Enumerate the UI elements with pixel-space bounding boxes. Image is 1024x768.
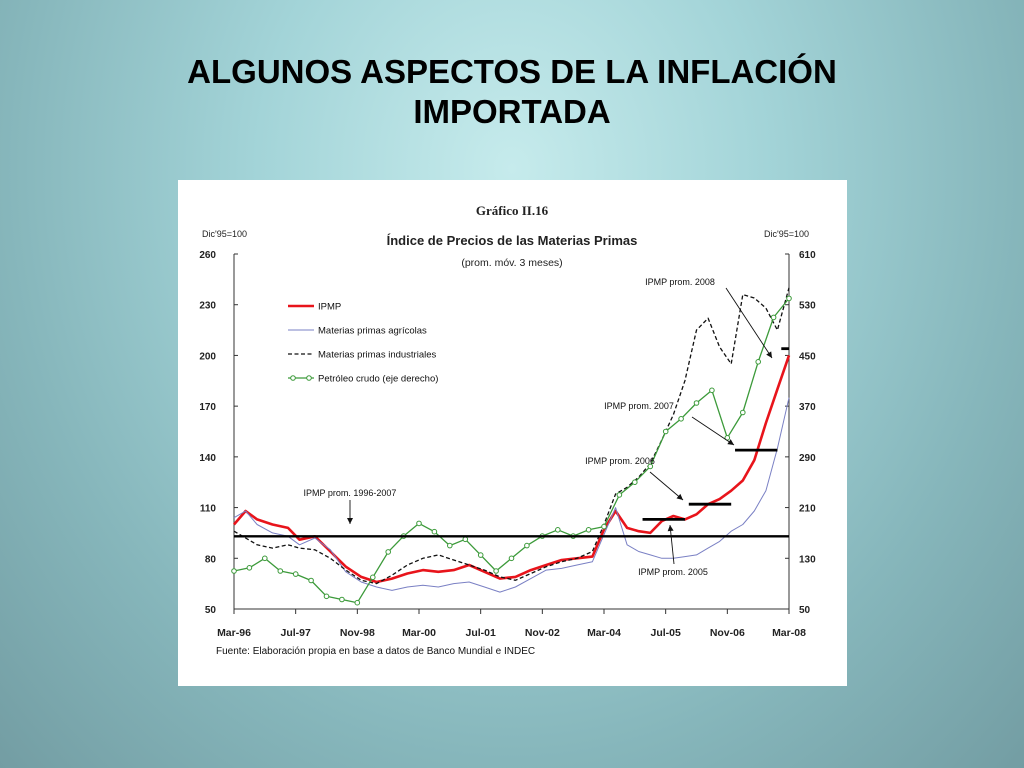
petroleo-point <box>246 565 253 571</box>
petroleo-point <box>755 359 762 365</box>
annotation-label: IPMP prom. 2005 <box>638 567 708 577</box>
legend-label: Petróleo crudo (eje derecho) <box>318 374 438 385</box>
plot-area: 50 80 110 140 170 200 230 260 50 130 210 290 370 450 5… <box>199 250 816 639</box>
petroleo-point <box>616 492 623 498</box>
right-tick-label: 210 <box>799 504 816 515</box>
right-tick-label: 130 <box>799 554 816 565</box>
petroleo-point <box>262 555 268 562</box>
right-tick-label: 50 <box>799 605 811 616</box>
petroleo-point <box>385 549 391 555</box>
figure-number: Gráfico II.16 <box>476 203 549 218</box>
series-line-industriales <box>233 287 790 585</box>
annotation-arrow-head <box>667 525 674 532</box>
annotation-label: IPMP prom. 1996-2007 <box>304 488 397 498</box>
series-line-ipmp <box>233 354 791 584</box>
legend-label: Materias primas industriales <box>318 350 437 361</box>
annotation-arrow-head <box>347 518 353 524</box>
petroleo-point <box>447 542 453 549</box>
annotation-arrow-head <box>766 351 772 358</box>
petroleo-point <box>693 400 700 406</box>
slide-title: ALGUNOS ASPECTOS DE LA INFLACIÓN IMPORTA… <box>0 52 1024 132</box>
petroleo-point <box>555 527 561 533</box>
right-tick-label: 450 <box>799 351 816 362</box>
petroleo-point <box>740 409 746 416</box>
legend-swatch-point <box>290 375 296 381</box>
x-tick-label: Nov-06 <box>710 627 745 639</box>
right-tick-label: 290 <box>799 453 816 464</box>
petroleo-point <box>323 593 330 600</box>
petroleo-point <box>277 568 284 574</box>
x-tick-label: Mar-08 <box>772 627 806 639</box>
right-axis-unit: Dic'95=100 <box>764 229 809 239</box>
petroleo-point <box>770 314 777 321</box>
right-tick-label: 530 <box>799 301 816 312</box>
petroleo-point <box>370 574 376 581</box>
petroleo-point <box>524 542 530 549</box>
commodity-price-chart: Gráfico II.16 Índice de Precios de las M… <box>199 203 816 657</box>
annotation-arrow-line <box>649 471 684 501</box>
slide-title-line-1: ALGUNOS ASPECTOS DE LA INFLACIÓN <box>187 53 837 90</box>
petroleo-point <box>493 568 499 574</box>
chart-title: Índice de Precios de las Materias Primas <box>387 233 638 248</box>
chart-subtitle: (prom. móv. 3 meses) <box>461 257 562 269</box>
petroleo-point <box>601 523 607 530</box>
left-tick-label: 110 <box>200 504 217 515</box>
legend-label: IPMP <box>318 302 341 313</box>
petroleo-point <box>231 568 237 574</box>
left-tick-label: 140 <box>199 453 216 464</box>
left-tick-label: 200 <box>199 351 216 362</box>
legend-swatch-point <box>306 375 312 381</box>
annotation-label: IPMP prom. 2008 <box>645 277 715 287</box>
annotation-label: IPMP prom. 2006 <box>585 456 655 466</box>
x-tick-label: Jul-05 <box>650 627 681 639</box>
petroleo-point <box>354 599 361 606</box>
left-tick-label: 230 <box>199 301 216 312</box>
petroleo-point <box>662 428 669 435</box>
annotation-arrow-head <box>676 493 683 500</box>
petroleo-point <box>786 295 792 302</box>
left-tick-label: 170 <box>199 402 216 413</box>
left-tick-label: 50 <box>205 605 217 616</box>
x-tick-label: Mar-00 <box>402 627 436 639</box>
x-tick-label: Nov-02 <box>525 627 560 639</box>
petroleo-point <box>308 577 314 584</box>
annotation-arrow-line <box>691 416 735 446</box>
petroleo-point <box>292 571 299 577</box>
x-tick-label: Mar-04 <box>587 627 621 639</box>
petroleo-point <box>508 555 515 562</box>
petroleo-point <box>678 416 684 422</box>
annotation-arrow-line <box>669 524 675 565</box>
petroleo-point <box>477 552 484 558</box>
x-tick-label: Mar-96 <box>217 627 251 639</box>
left-tick-label: 80 <box>205 554 217 565</box>
x-tick-label: Jul-97 <box>280 627 311 639</box>
slide-title-line-2: IMPORTADA <box>413 93 611 130</box>
x-tick-label: Nov-98 <box>340 627 375 639</box>
right-tick-label: 610 <box>799 250 816 261</box>
left-tick-label: 260 <box>199 250 216 261</box>
chart-panel: Gráfico II.16 Índice de Precios de las M… <box>178 180 847 686</box>
annotation-arrow-head <box>727 439 734 445</box>
petroleo-point <box>431 528 438 535</box>
petroleo-point <box>462 536 469 543</box>
left-axis-unit: Dic'95=100 <box>202 229 247 239</box>
petroleo-point <box>632 479 638 486</box>
petroleo-point <box>339 596 345 603</box>
source-note: Fuente: Elaboración propia en base a dat… <box>216 646 535 657</box>
petroleo-point <box>709 387 715 394</box>
right-tick-label: 370 <box>799 402 816 413</box>
x-tick-label: Jul-01 <box>465 627 496 639</box>
annotation-arrow-line <box>725 287 773 359</box>
petroleo-point <box>647 463 654 470</box>
series-line-agricolas <box>233 397 790 593</box>
legend-label: Materias primas agrícolas <box>318 326 427 337</box>
petroleo-point <box>416 520 422 527</box>
annotation-label: IPMP prom. 2007 <box>604 401 674 411</box>
petroleo-point <box>585 527 592 533</box>
